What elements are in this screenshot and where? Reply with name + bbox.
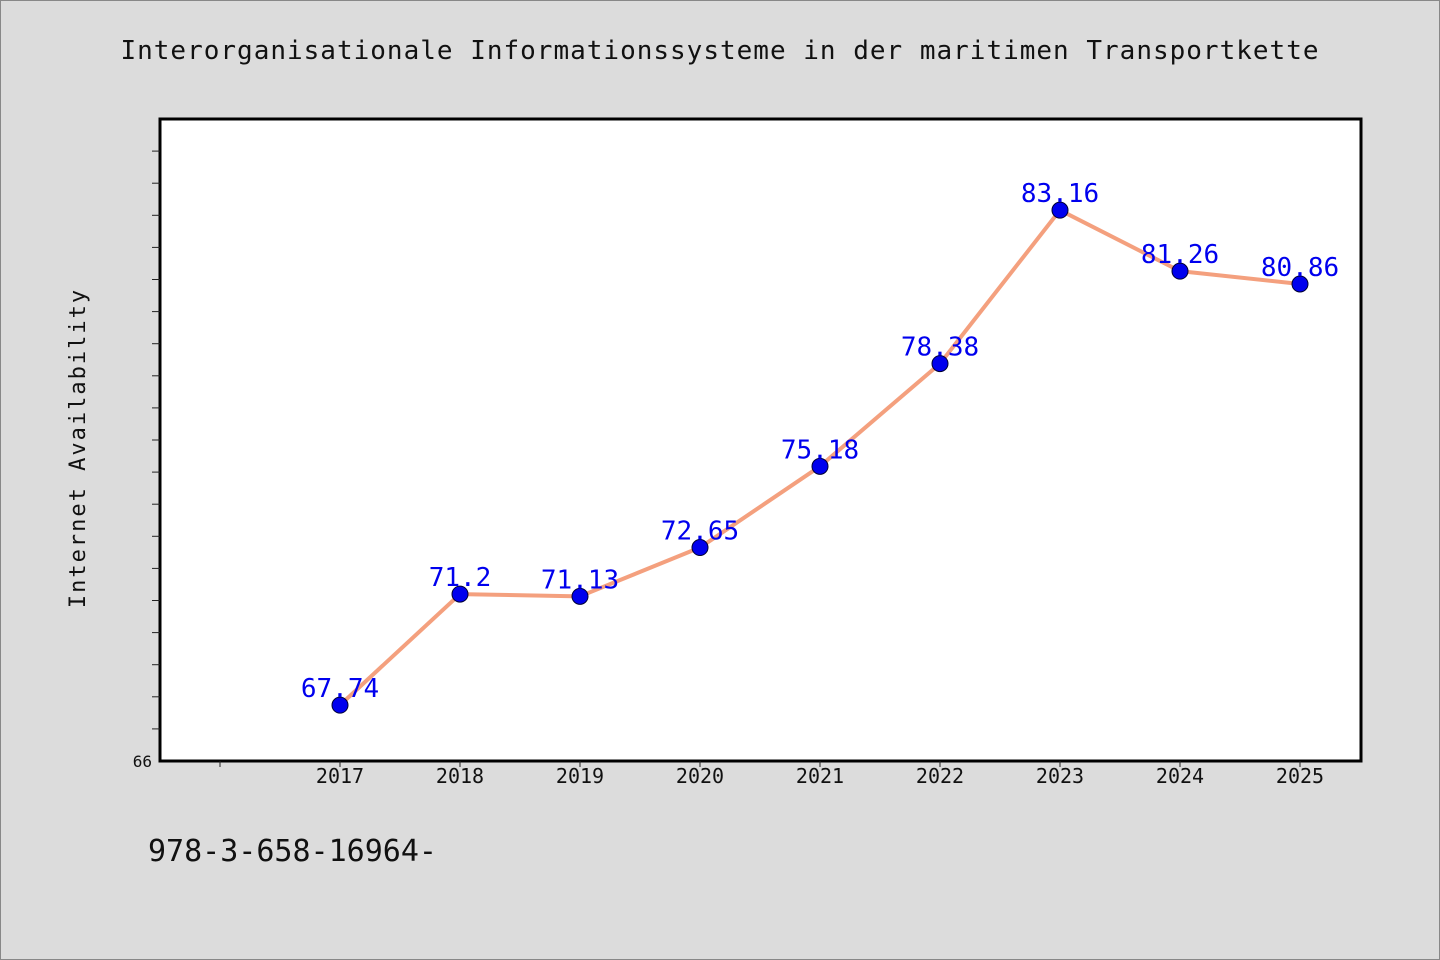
x-tick-label: 2023 xyxy=(1036,764,1084,788)
data-point xyxy=(931,355,949,373)
data-point xyxy=(1051,201,1069,219)
data-point xyxy=(1291,275,1309,293)
data-point xyxy=(571,587,589,605)
data-point xyxy=(331,696,349,714)
x-tick-label: 2025 xyxy=(1276,764,1324,788)
data-label: 72.65 xyxy=(661,517,739,547)
data-label: 71.2 xyxy=(429,563,492,593)
data-label: 78.38 xyxy=(901,333,979,363)
chart-title: Interorganisationale Informationssysteme… xyxy=(120,36,1320,66)
data-label: 83.16 xyxy=(1021,179,1099,209)
data-label: 67.74 xyxy=(301,674,379,704)
data-label: 80.86 xyxy=(1261,253,1339,283)
x-tick-label: 2024 xyxy=(1156,764,1204,788)
data-point xyxy=(811,457,829,475)
y-tick-label: 66 xyxy=(133,752,152,771)
data-point xyxy=(1171,262,1189,280)
data-label: 75.18 xyxy=(781,435,859,465)
data-point xyxy=(691,539,709,557)
data-label: 81.26 xyxy=(1141,240,1219,270)
y-axis-label: Internet Availability xyxy=(66,288,91,608)
x-tick-label: 2017 xyxy=(316,764,364,788)
x-tick-label: 2021 xyxy=(796,764,844,788)
x-tick-label: 2020 xyxy=(676,764,724,788)
data-label: 71.13 xyxy=(541,565,619,595)
plot-area xyxy=(158,117,1363,763)
x-tick-label: 2019 xyxy=(556,764,604,788)
footer-code: 978-3-658-16964- xyxy=(148,834,437,869)
x-tick-label: 2018 xyxy=(436,764,484,788)
x-tick-label: 2022 xyxy=(916,764,964,788)
data-point xyxy=(451,585,469,603)
